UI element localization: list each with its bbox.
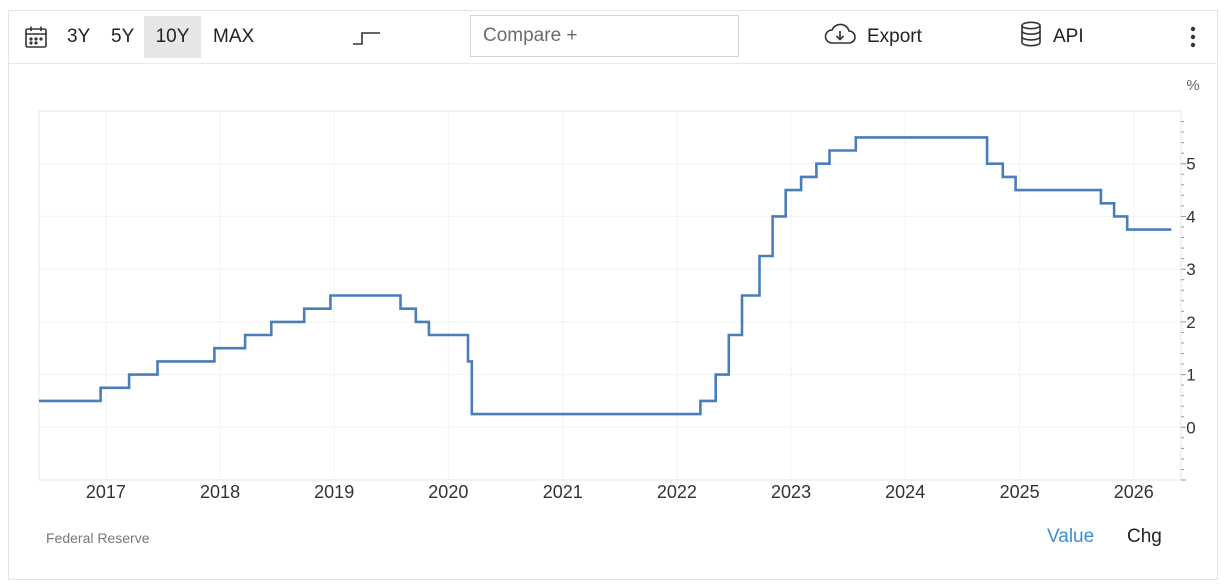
toolbar: 3Y 5Y 10Y MAX Export (9, 11, 1217, 64)
compare-input[interactable] (470, 15, 739, 57)
api-label: API (1053, 26, 1084, 47)
database-icon (1019, 21, 1043, 53)
y-tick-label: 2 (1186, 313, 1195, 332)
unit-label: % (1186, 77, 1199, 94)
y-tick-label: 5 (1186, 155, 1195, 174)
y-tick-label: 3 (1186, 260, 1195, 279)
x-tick-label: 2017 (86, 482, 126, 502)
cloud-download-icon (823, 22, 857, 52)
x-tick-label: 2026 (1114, 482, 1154, 502)
chart-panel: 3Y 5Y 10Y MAX Export (8, 10, 1218, 580)
range-3y-button[interactable]: 3Y (67, 26, 91, 47)
range-5y-button[interactable]: 5Y (111, 26, 135, 47)
x-tick-label: 2023 (771, 482, 811, 502)
chart: 2017 2018 2019 2020 2021 2022 2023 2024 2025 2026… (38, 77, 1200, 502)
series-line (39, 136, 1172, 416)
api-button[interactable]: API (1019, 16, 1084, 58)
chg-tab[interactable]: Chg (1127, 526, 1162, 547)
x-tick-label: 2024 (885, 482, 925, 502)
plot-frame (38, 110, 1182, 481)
step-line-icon[interactable] (349, 16, 385, 58)
source-label: Federal Reserve (46, 530, 150, 546)
x-tick-label: 2018 (200, 482, 240, 502)
x-tick-label: 2025 (1000, 482, 1040, 502)
y-tick-label: 0 (1186, 418, 1195, 437)
more-vertical-icon[interactable] (1181, 16, 1205, 58)
x-tick-label: 2022 (657, 482, 697, 502)
y-tick-label: 4 (1186, 207, 1195, 226)
x-tick-label: 2021 (543, 482, 583, 502)
calendar-icon[interactable] (21, 16, 51, 58)
chart-area: 2017 2018 2019 2020 2021 2022 2023 2024 2025 2026… (9, 65, 1219, 525)
y-tick-label: 1 (1186, 366, 1195, 385)
export-label: Export (867, 26, 922, 47)
export-button[interactable]: Export (823, 16, 922, 58)
range-max-button[interactable]: MAX (213, 26, 255, 47)
x-tick-label: 2020 (428, 482, 468, 502)
range-10y-button[interactable]: 10Y (144, 16, 201, 58)
x-tick-label: 2019 (314, 482, 354, 502)
value-tab[interactable]: Value (1047, 526, 1095, 547)
